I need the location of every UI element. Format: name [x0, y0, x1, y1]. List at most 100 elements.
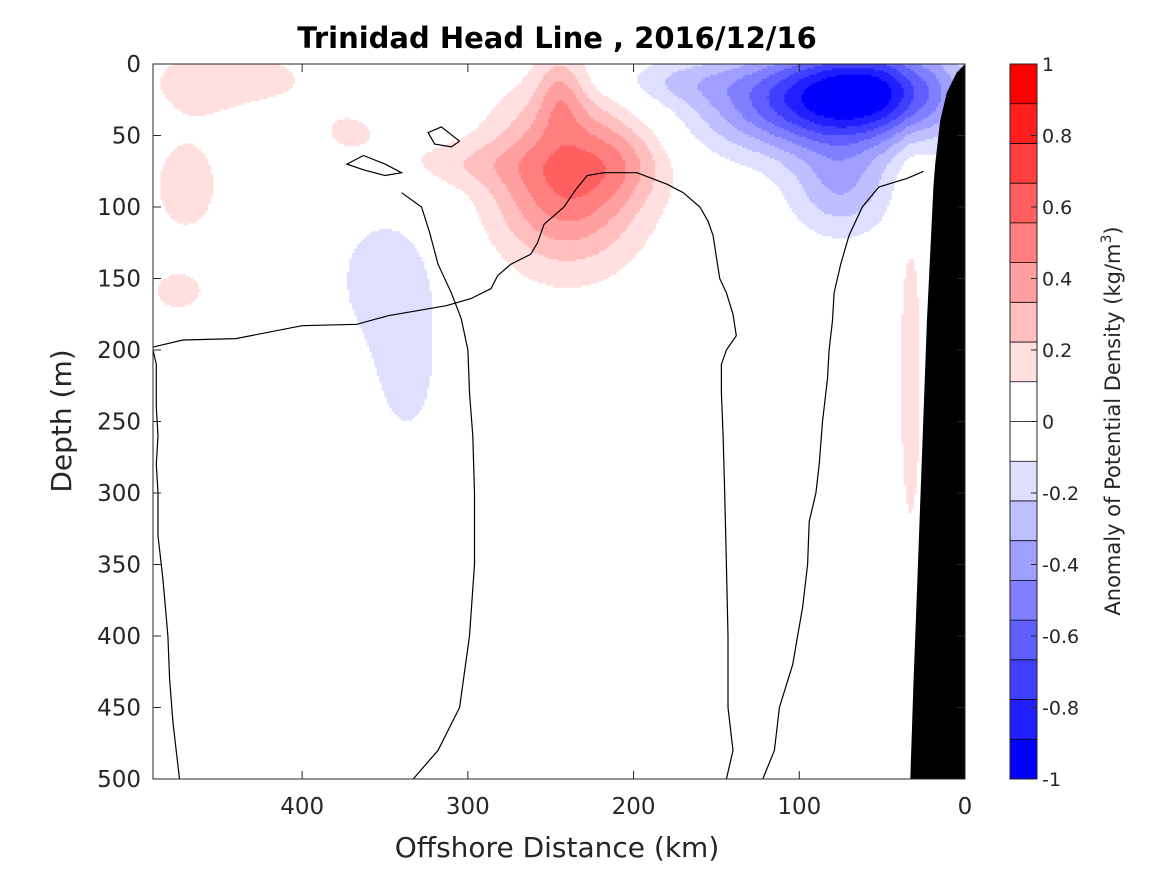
anomaly-cell: [794, 64, 798, 67]
anomaly-cell: [906, 68, 910, 80]
anomaly-cell: [839, 74, 843, 121]
anomaly-cell: [568, 239, 572, 262]
anomaly-cell: [826, 143, 830, 159]
anomaly-cell: [831, 117, 835, 127]
anomaly-cell: [831, 76, 835, 119]
anomaly-cell: [888, 74, 892, 89]
anomaly-cell: [831, 126, 835, 136]
anomaly-cell: [926, 100, 930, 119]
anomaly-cell: [590, 233, 594, 258]
anomaly-cell: [496, 203, 500, 252]
anomaly-cell: [660, 145, 664, 215]
anomaly-cell: [714, 64, 718, 76]
anomaly-cell: [868, 64, 872, 69]
anomaly-cell: [247, 64, 251, 104]
anomaly-cell: [908, 104, 912, 119]
anomaly-cell: [645, 199, 649, 241]
anomaly-cell: [632, 218, 636, 258]
anomaly-cell: [508, 147, 512, 194]
anomaly-cell: [503, 130, 507, 153]
anomaly-cell: [911, 115, 915, 125]
anomaly-cell: [647, 194, 651, 237]
anomaly-cell: [538, 109, 542, 140]
anomaly-cell: [799, 79, 803, 119]
anomaly-cell: [739, 66, 743, 80]
anomaly-cell: [697, 113, 701, 140]
anomaly-cell: [811, 203, 815, 230]
anomaly-cell: [774, 147, 778, 162]
anomaly-cell: [533, 252, 537, 282]
anomaly-cell: [856, 154, 860, 183]
anomaly-cell: [602, 164, 606, 179]
anomaly-cell: [637, 136, 641, 159]
anomaly-cell: [588, 132, 592, 153]
anomaly-cell: [839, 160, 843, 196]
anomaly-cell: [836, 64, 840, 69]
anomaly-cell: [185, 276, 189, 305]
anomaly-cell: [901, 113, 905, 123]
anomaly-cell: [550, 218, 554, 239]
anomaly-cell: [595, 121, 599, 138]
anomaly-cell: [180, 145, 184, 224]
anomaly-cell: [555, 194, 559, 220]
anomaly-cell: [642, 124, 646, 142]
anomaly-cell: [918, 141, 922, 155]
anomaly-cell: [858, 117, 863, 127]
anomaly-cell: [916, 130, 920, 142]
anomaly-cell: [160, 76, 164, 91]
anomaly-cell: [722, 136, 726, 157]
anomaly-cell: [351, 252, 355, 310]
anomaly-cell: [931, 139, 935, 155]
anomaly-cell: [936, 124, 940, 138]
anomaly-cell: [918, 109, 922, 123]
anomaly-cell: [831, 134, 835, 147]
anomaly-cell: [762, 79, 766, 119]
anomaly-cell: [555, 149, 559, 196]
anomaly-cell: [831, 68, 835, 78]
anomaly-cell: [871, 68, 875, 78]
anomaly-cell: [861, 124, 865, 134]
anomaly-cell: [568, 64, 572, 72]
anomaly-cell: [670, 91, 674, 110]
anomaly-cell: [496, 136, 500, 159]
anomaly-cell: [881, 70, 885, 82]
anomaly-cell: [486, 188, 490, 235]
anomaly-cell: [861, 173, 865, 209]
anomaly-cell: [893, 134, 897, 144]
colorbar-tick-label: -0.4: [1042, 555, 1079, 577]
anomaly-cell: [737, 68, 741, 80]
anomaly-cell: [563, 196, 567, 222]
anomaly-cell: [560, 145, 564, 198]
anomaly-cell: [836, 119, 840, 129]
anomaly-cell: [896, 70, 900, 82]
anomaly-cell: [709, 64, 713, 76]
anomaly-cell: [600, 124, 604, 140]
anomaly-cell: [786, 151, 790, 170]
anomaly-cell: [555, 259, 559, 288]
anomaly-cell: [573, 94, 577, 119]
anomaly-cell: [719, 134, 723, 157]
anomaly-cell: [553, 259, 557, 288]
anomaly-cell: [804, 76, 808, 91]
anomaly-cell: [762, 117, 766, 132]
anomaly-cell: [906, 109, 910, 119]
anomaly-cell: [254, 64, 258, 102]
anomaly-cell: [749, 136, 753, 151]
anomaly-cell: [824, 134, 828, 144]
anomaly-cell: [881, 117, 885, 127]
anomaly-cell: [175, 274, 179, 307]
anomaly-cell: [945, 64, 950, 74]
anomaly-cell: [597, 139, 602, 159]
anomaly-cell: [868, 74, 872, 117]
anomaly-cell: [585, 216, 589, 239]
anomaly-cell: [568, 199, 572, 222]
anomaly-cell: [672, 72, 676, 95]
anomaly-cell: [463, 169, 467, 194]
anomaly-cell: [784, 102, 788, 121]
anomaly-cell: [846, 158, 850, 194]
anomaly-cell: [836, 194, 840, 217]
anomaly-cell: [684, 64, 689, 69]
anomaly-cell: [578, 259, 582, 288]
anomaly-cell: [871, 130, 875, 138]
anomaly-cell: [771, 158, 776, 183]
